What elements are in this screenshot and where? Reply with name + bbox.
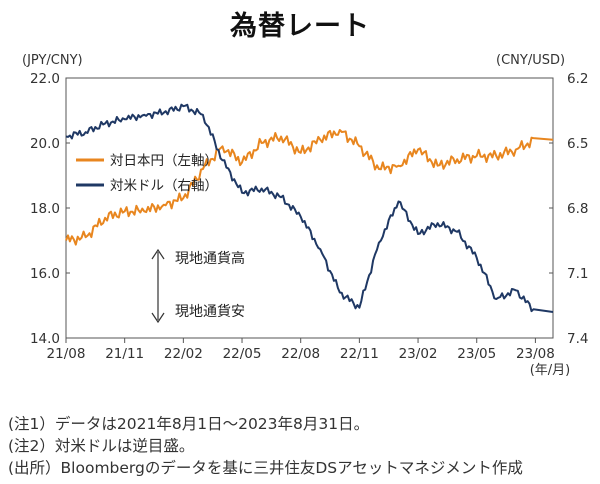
right-tick-label: 6.8 (567, 201, 588, 217)
exchange-rate-chart: 22.0 20.0 18.0 16.0 14.0 6.2 6.5 6.8 7.1 7.4 21/08… (30, 71, 589, 378)
left-tick-label: 18.0 (30, 201, 60, 217)
arrow-up-head (151, 248, 165, 260)
x-tick-label: 21/11 (105, 346, 144, 362)
x-axis-unit: (年/月) (530, 363, 571, 378)
x-tick-label: 23/08 (516, 346, 555, 362)
notes: (注1）データは2021年8月1日～2023年8月31日。 (注2）対米ドルは逆… (8, 413, 523, 479)
x-tick-label: 21/08 (47, 346, 86, 362)
x-tick-label: 22/05 (223, 346, 262, 362)
left-axis-unit: (JPY/CNY) (22, 53, 83, 68)
x-tick-label: 23/02 (399, 346, 438, 362)
right-tick-label: 6.2 (567, 71, 588, 87)
legend-label-1: 対米ドル（右軸） (110, 178, 218, 194)
note-1: (注1）データは2021年8月1日～2023年8月31日。 (8, 415, 370, 433)
series-line-jpy (65, 129, 554, 246)
x-tick-label: 23/05 (457, 346, 496, 362)
left-tick-label: 20.0 (30, 136, 60, 152)
annotation-down: 現地通貨安 (175, 303, 245, 320)
x-tick-label: 22/02 (164, 346, 203, 362)
left-tick-label: 16.0 (30, 266, 60, 282)
x-tick-label: 22/11 (340, 346, 379, 362)
chart-title: 為替レート (230, 11, 370, 42)
note-source: (出所）Bloombergのデータを基に三井住友DSアセットマネジメント作成 (8, 459, 523, 477)
annotation-up: 現地通貨高 (175, 250, 245, 267)
left-tick-label: 14.0 (30, 331, 60, 347)
x-tick-label: 22/08 (281, 346, 320, 362)
left-tick-label: 22.0 (30, 71, 60, 87)
series-line-usd (65, 103, 554, 313)
right-tick-label: 6.5 (567, 136, 588, 152)
right-axis-unit: (CNY/USD) (496, 53, 566, 68)
arrow-down-head (151, 312, 165, 324)
right-tick-label: 7.1 (567, 266, 588, 282)
note-2: (注2）対米ドルは逆目盛。 (8, 437, 195, 455)
right-tick-label: 7.4 (567, 331, 588, 347)
legend-label-0: 対日本円（左軸） (110, 153, 218, 169)
